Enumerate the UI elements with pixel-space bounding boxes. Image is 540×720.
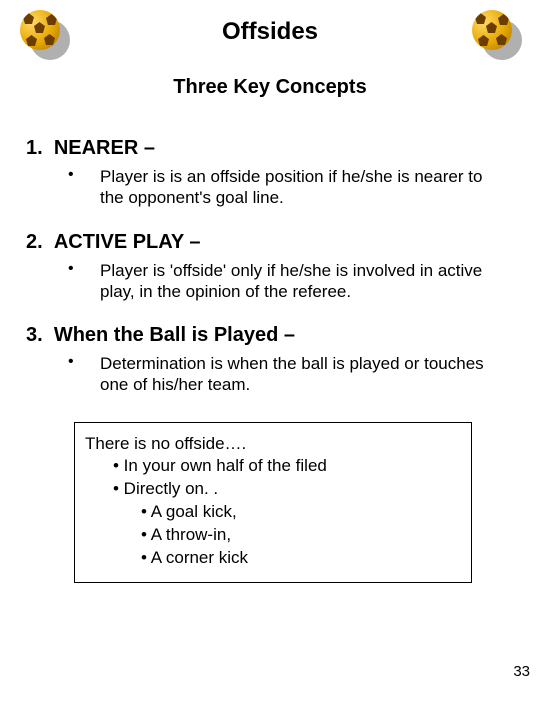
concept-item: 2. ACTIVE PLAY – • Player is 'offside' o… — [26, 231, 514, 303]
box-line: • A throw-in, — [85, 524, 463, 547]
box-line: • A goal kick, — [85, 501, 463, 524]
box-line: • A corner kick — [85, 547, 463, 570]
concept-text: Player is is an offside position if he/s… — [100, 166, 514, 209]
item-title: NEARER – — [54, 137, 155, 159]
bullet-icon: • — [68, 260, 100, 303]
concept-item: 1. NEARER – • Player is is an offside po… — [26, 137, 514, 209]
concept-item: 3. When the Ball is Played – • Determina… — [26, 324, 514, 396]
item-number: 1. — [26, 137, 43, 159]
bullet-icon: • — [68, 166, 100, 209]
concept-bullet: • Player is 'offside' only if he/she is … — [26, 260, 514, 303]
content-area: 1. NEARER – • Player is is an offside po… — [0, 99, 540, 583]
item-title: When the Ball is Played – — [54, 324, 295, 346]
header: Offsides Three Key Concepts — [0, 0, 540, 99]
concept-text: Player is 'offside' only if he/she is in… — [100, 260, 514, 303]
concept-text: Determination is when the ball is played… — [100, 353, 514, 396]
page-title: Offsides — [0, 18, 540, 46]
concept-bullet: • Player is is an offside position if he… — [26, 166, 514, 209]
item-number: 2. — [26, 231, 43, 253]
no-offside-box: There is no offside…. • In your own half… — [74, 422, 472, 584]
item-number: 3. — [26, 324, 43, 346]
item-title: ACTIVE PLAY – — [54, 231, 201, 253]
bullet-icon: • — [68, 353, 100, 396]
box-line: • Directly on. . — [85, 478, 463, 501]
page-number: 33 — [513, 663, 530, 680]
concept-heading: 1. NEARER – — [26, 137, 514, 160]
soccer-ball-icon — [20, 10, 68, 58]
concept-bullet: • Determination is when the ball is play… — [26, 353, 514, 396]
concept-heading: 3. When the Ball is Played – — [26, 324, 514, 347]
soccer-ball-icon — [472, 10, 520, 58]
box-line: • In your own half of the filed — [85, 455, 463, 478]
page-subtitle: Three Key Concepts — [0, 76, 540, 99]
concept-heading: 2. ACTIVE PLAY – — [26, 231, 514, 254]
box-intro: There is no offside…. — [85, 433, 463, 456]
